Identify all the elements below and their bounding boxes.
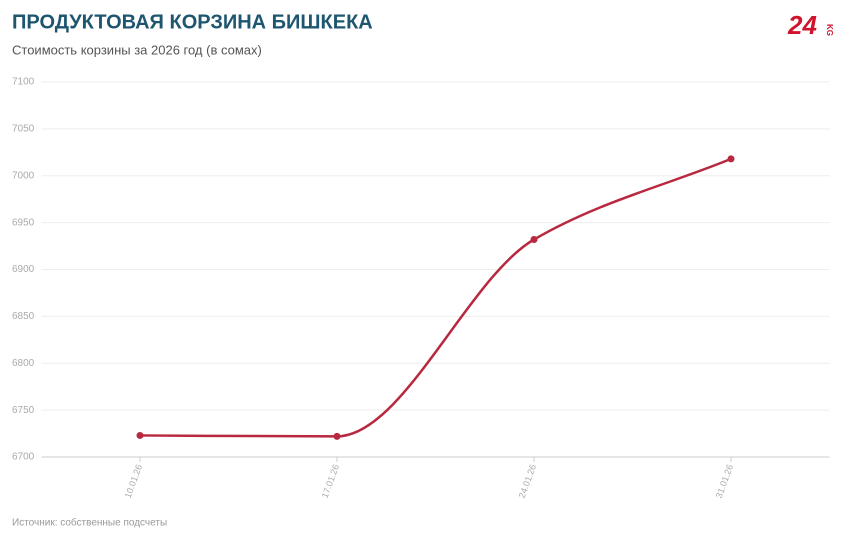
point (727, 155, 735, 163)
y-tick-label: 6700 (12, 452, 35, 463)
y-tick-label: 7050 (12, 124, 35, 135)
y-tick-label: 6750 (12, 405, 35, 416)
y-tick-label: 6950 (12, 217, 35, 228)
source-note: Источник: собственные подсчеты (12, 517, 167, 529)
y-tick-label: 7000 (12, 170, 35, 181)
x-tick-label: 24.01.26 (517, 463, 538, 499)
logo: 24 (787, 10, 817, 40)
point (530, 236, 538, 243)
chart-subtitle: Стоимость корзины за 2026 год (в сомах) (12, 42, 262, 57)
y-tick-label: 7100 (12, 77, 35, 88)
y-tick-label: 6900 (12, 264, 35, 275)
chart-title: ПРОДУКТОВАЯ КОРЗИНА БИШКЕКА (12, 11, 373, 33)
line (139, 157, 732, 438)
logo-suffix: KG (825, 24, 834, 36)
y-tick-label: 6800 (12, 358, 35, 369)
x-tick-label: 10.01.26 (123, 463, 144, 499)
point (333, 432, 341, 440)
y-tick-label: 6850 (12, 311, 35, 322)
point (136, 431, 144, 439)
x-tick-label: 17.01.26 (320, 463, 341, 499)
x-tick-label: 31.01.26 (714, 463, 735, 499)
